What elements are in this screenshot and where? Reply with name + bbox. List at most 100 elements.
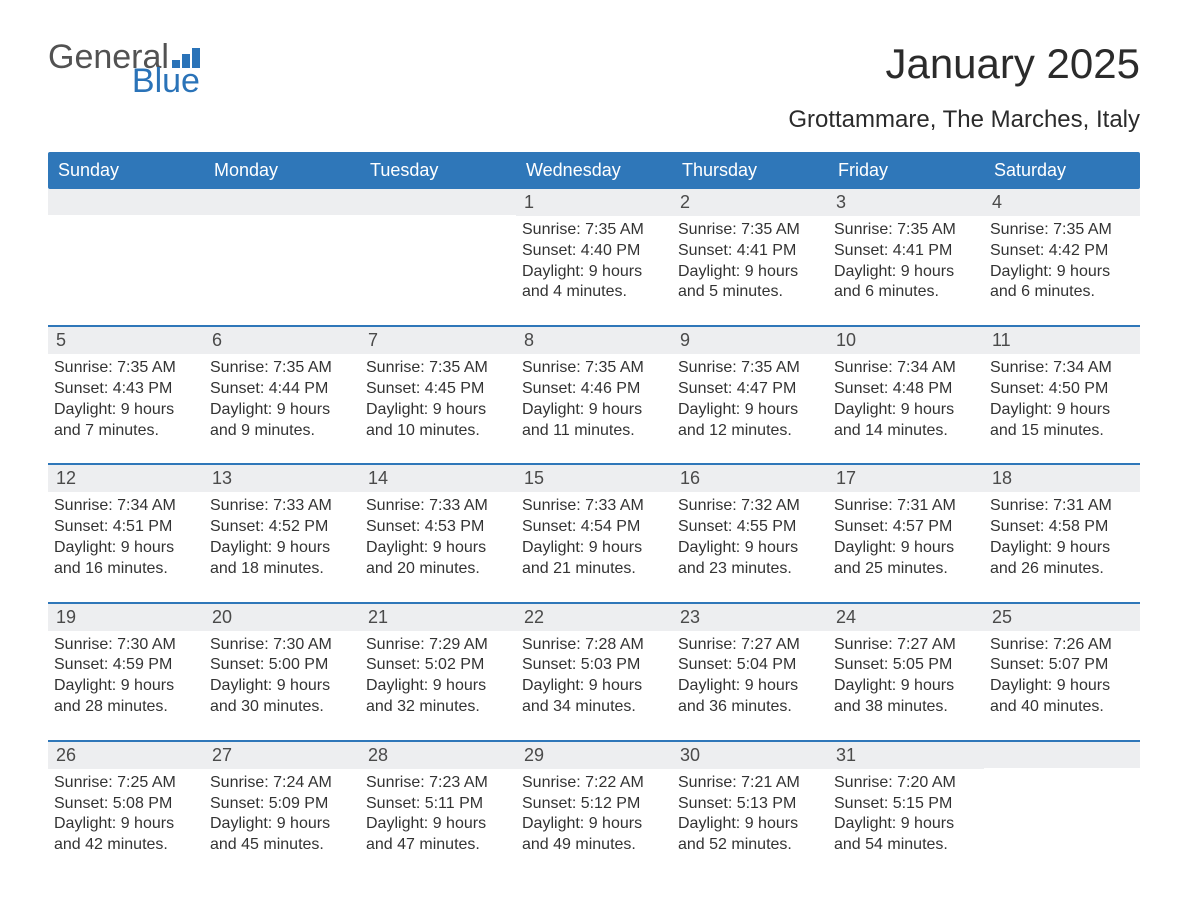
day-number: 7 — [360, 327, 516, 354]
day-info-line: Daylight: 9 hours — [990, 400, 1134, 421]
day-info-line: Daylight: 9 hours — [834, 262, 978, 283]
day-info: Sunrise: 7:34 AMSunset: 4:48 PMDaylight:… — [834, 358, 978, 441]
day-info-line: Sunset: 4:48 PM — [834, 379, 978, 400]
day-info-line: Sunrise: 7:33 AM — [522, 496, 666, 517]
day-info: Sunrise: 7:30 AMSunset: 4:59 PMDaylight:… — [54, 635, 198, 718]
calendar-cell: 1Sunrise: 7:35 AMSunset: 4:40 PMDaylight… — [516, 189, 672, 311]
day-info-line: Sunset: 5:02 PM — [366, 655, 510, 676]
day-info-line: Sunset: 4:44 PM — [210, 379, 354, 400]
day-info: Sunrise: 7:26 AMSunset: 5:07 PMDaylight:… — [990, 635, 1134, 718]
calendar-week: 19Sunrise: 7:30 AMSunset: 4:59 PMDayligh… — [48, 602, 1140, 726]
day-info-line: Sunset: 5:03 PM — [522, 655, 666, 676]
day-info: Sunrise: 7:33 AMSunset: 4:52 PMDaylight:… — [210, 496, 354, 579]
day-info-line: Sunrise: 7:35 AM — [678, 358, 822, 379]
day-info: Sunrise: 7:35 AMSunset: 4:44 PMDaylight:… — [210, 358, 354, 441]
day-info-line: and 5 minutes. — [678, 282, 822, 303]
calendar-cell: 27Sunrise: 7:24 AMSunset: 5:09 PMDayligh… — [204, 742, 360, 864]
day-info-line: Sunset: 4:53 PM — [366, 517, 510, 538]
day-info-line: and 15 minutes. — [990, 421, 1134, 442]
day-number: 23 — [672, 604, 828, 631]
calendar-cell: 28Sunrise: 7:23 AMSunset: 5:11 PMDayligh… — [360, 742, 516, 864]
day-number: 13 — [204, 465, 360, 492]
day-info-line: Sunrise: 7:25 AM — [54, 773, 198, 794]
day-number: 4 — [984, 189, 1140, 216]
day-number: 6 — [204, 327, 360, 354]
day-info-line: Sunrise: 7:20 AM — [834, 773, 978, 794]
day-info-line: Sunset: 4:46 PM — [522, 379, 666, 400]
day-info-line: Sunset: 4:41 PM — [834, 241, 978, 262]
calendar-cell — [360, 189, 516, 311]
day-info-line: and 40 minutes. — [990, 697, 1134, 718]
day-info: Sunrise: 7:29 AMSunset: 5:02 PMDaylight:… — [366, 635, 510, 718]
page-title: January 2025 — [788, 40, 1140, 88]
calendar-cell: 12Sunrise: 7:34 AMSunset: 4:51 PMDayligh… — [48, 465, 204, 587]
day-info: Sunrise: 7:33 AMSunset: 4:54 PMDaylight:… — [522, 496, 666, 579]
day-info-line: Daylight: 9 hours — [678, 400, 822, 421]
day-info-line: Daylight: 9 hours — [522, 814, 666, 835]
day-info-line: Sunrise: 7:35 AM — [522, 358, 666, 379]
day-info-line: and 7 minutes. — [54, 421, 198, 442]
day-info-line: Daylight: 9 hours — [678, 262, 822, 283]
day-number: 21 — [360, 604, 516, 631]
day-info-line: Sunset: 5:12 PM — [522, 794, 666, 815]
calendar-cell: 29Sunrise: 7:22 AMSunset: 5:12 PMDayligh… — [516, 742, 672, 864]
day-number: 8 — [516, 327, 672, 354]
day-info-line: Daylight: 9 hours — [834, 400, 978, 421]
day-info: Sunrise: 7:35 AMSunset: 4:45 PMDaylight:… — [366, 358, 510, 441]
day-info-line: Sunset: 5:08 PM — [54, 794, 198, 815]
day-info: Sunrise: 7:22 AMSunset: 5:12 PMDaylight:… — [522, 773, 666, 856]
day-number: 26 — [48, 742, 204, 769]
calendar-cell: 21 Sunrise: 7:29 AMSunset: 5:02 PMDayligh… — [360, 604, 516, 726]
day-info-line: and 47 minutes. — [366, 835, 510, 856]
day-info-line: Sunrise: 7:32 AM — [678, 496, 822, 517]
day-info-line: and 42 minutes. — [54, 835, 198, 856]
day-info-line: Daylight: 9 hours — [366, 814, 510, 835]
day-info-line: Sunrise: 7:35 AM — [366, 358, 510, 379]
day-info: Sunrise: 7:34 AMSunset: 4:50 PMDaylight:… — [990, 358, 1134, 441]
day-info-line: Sunrise: 7:35 AM — [522, 220, 666, 241]
page-subtitle: Grottammare, The Marches, Italy — [788, 106, 1140, 134]
day-info-line: Daylight: 9 hours — [210, 400, 354, 421]
day-info-line: Sunset: 4:54 PM — [522, 517, 666, 538]
day-number: 11 — [984, 327, 1140, 354]
day-info: Sunrise: 7:33 AMSunset: 4:53 PMDaylight:… — [366, 496, 510, 579]
day-info-line: Sunrise: 7:35 AM — [834, 220, 978, 241]
day-number — [48, 189, 204, 215]
day-number: 9 — [672, 327, 828, 354]
day-info-line: Sunrise: 7:29 AM — [366, 635, 510, 656]
day-number: 1 — [516, 189, 672, 216]
day-info-line: Daylight: 9 hours — [834, 538, 978, 559]
calendar-week: 12Sunrise: 7:34 AMSunset: 4:51 PMDayligh… — [48, 463, 1140, 587]
day-info-line: and 25 minutes. — [834, 559, 978, 580]
day-info-line: Daylight: 9 hours — [366, 400, 510, 421]
calendar: SundayMondayTuesdayWednesdayThursdayFrid… — [48, 152, 1140, 864]
day-info-line: Daylight: 9 hours — [366, 676, 510, 697]
day-info-line: Sunrise: 7:24 AM — [210, 773, 354, 794]
day-info-line: and 38 minutes. — [834, 697, 978, 718]
day-info: Sunrise: 7:21 AMSunset: 5:13 PMDaylight:… — [678, 773, 822, 856]
calendar-cell — [984, 742, 1140, 864]
day-info-line: Sunrise: 7:30 AM — [210, 635, 354, 656]
day-info-line: Sunset: 4:42 PM — [990, 241, 1134, 262]
day-info-line: and 34 minutes. — [522, 697, 666, 718]
day-info-line: Sunset: 4:52 PM — [210, 517, 354, 538]
day-number: 5 — [48, 327, 204, 354]
day-info-line: Sunset: 5:13 PM — [678, 794, 822, 815]
calendar-cell — [204, 189, 360, 311]
day-info-line: Sunrise: 7:28 AM — [522, 635, 666, 656]
day-number: 31 — [828, 742, 984, 769]
day-number: 15 — [516, 465, 672, 492]
day-info-line: and 6 minutes. — [834, 282, 978, 303]
day-number — [984, 742, 1140, 768]
day-header: Tuesday — [360, 152, 516, 189]
day-info-line: Sunset: 5:09 PM — [210, 794, 354, 815]
day-number: 17 — [828, 465, 984, 492]
day-info: Sunrise: 7:35 AMSunset: 4:43 PMDaylight:… — [54, 358, 198, 441]
day-number: 22 — [516, 604, 672, 631]
day-info-line: Sunset: 4:55 PM — [678, 517, 822, 538]
day-info: Sunrise: 7:20 AMSunset: 5:15 PMDaylight:… — [834, 773, 978, 856]
calendar-cell: 16Sunrise: 7:32 AMSunset: 4:55 PMDayligh… — [672, 465, 828, 587]
day-info-line: and 52 minutes. — [678, 835, 822, 856]
day-info: Sunrise: 7:31 AMSunset: 4:58 PMDaylight:… — [990, 496, 1134, 579]
calendar-cell: 13 Sunrise: 7:33 AMSunset: 4:52 PMDayligh… — [204, 465, 360, 587]
